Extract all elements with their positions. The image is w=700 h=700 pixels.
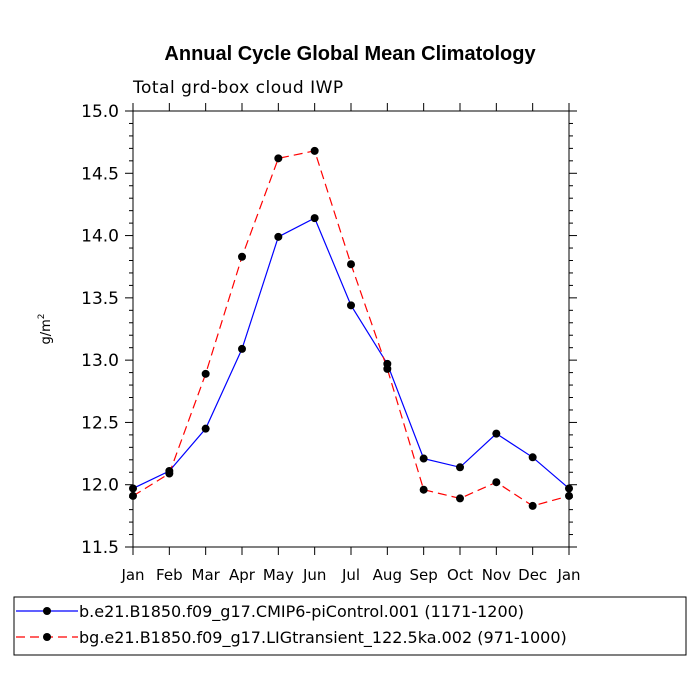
x-tick-label: Aug <box>373 566 402 584</box>
series-layer <box>129 146 573 510</box>
y-axis: 11.5 12.0 12.5 13.0 13.5 14.0 14.5 15.0 <box>81 102 577 558</box>
x-axis: Jan Feb Mar Apr May Jun Jul Aug Sep Oct Nov Dec Jan <box>120 103 581 584</box>
legend-marker-1 <box>43 607 51 615</box>
data-point-s1 <box>274 232 283 241</box>
data-point-s1 <box>347 301 355 310</box>
data-point-s2 <box>492 478 501 487</box>
data-point-s1 <box>310 214 319 223</box>
data-point-s2 <box>383 364 392 373</box>
x-tick-label: Feb <box>156 566 183 584</box>
data-point-s2 <box>347 260 355 269</box>
data-point-s1 <box>528 453 537 462</box>
data-point-s1 <box>238 344 246 353</box>
x-tick-label: Dec <box>518 566 547 584</box>
plot-frame <box>132 110 570 548</box>
legend-box <box>13 596 687 656</box>
x-tick-label: Nov <box>482 566 511 584</box>
y-tick-label: 13.0 <box>81 351 119 371</box>
legend-marker-2 <box>43 633 51 641</box>
data-point-s2 <box>129 491 137 500</box>
data-point-s1 <box>565 484 573 493</box>
y-tick-label: 12.5 <box>81 413 119 433</box>
x-tick-label: Jul <box>341 566 360 584</box>
x-tick-label: Apr <box>229 566 256 584</box>
x-tick-label: Sep <box>410 566 438 584</box>
y-tick-label: 11.5 <box>81 538 119 558</box>
chart-subtitle: Total grd-box cloud IWP <box>132 78 344 98</box>
y-tick-label: 12.0 <box>81 476 119 496</box>
data-point-s1 <box>492 429 501 438</box>
y-tick-label: 13.5 <box>81 289 119 309</box>
legend: b.e21.B1850.f09_g17.CMIP6-piControl.001 … <box>13 596 687 656</box>
data-point-s2 <box>419 485 428 494</box>
data-point-s2 <box>165 469 174 478</box>
y-tick-label: 15.0 <box>81 102 119 122</box>
x-tick-label: Jan <box>556 566 580 584</box>
y-tick-label: 14.5 <box>81 164 119 184</box>
x-tick-label: Oct <box>447 566 473 584</box>
data-point-s2 <box>310 146 319 155</box>
chart-title: Annual Cycle Global Mean Climatology <box>164 43 536 65</box>
legend-label-2: bg.e21.B1850.f09_g17.LIGtransient_122.5k… <box>79 628 567 648</box>
series-line-2 <box>132 150 570 507</box>
data-point-s2 <box>238 252 246 261</box>
data-point-s2 <box>528 501 537 510</box>
data-point-s2 <box>201 369 210 378</box>
data-point-s1 <box>129 484 137 493</box>
x-tick-label: Jan <box>120 566 144 584</box>
data-point-s2 <box>456 494 464 503</box>
x-tick-label: Mar <box>192 566 221 584</box>
y-tick-label: 14.0 <box>81 227 119 247</box>
data-point-s2 <box>565 491 573 500</box>
data-point-s1 <box>456 463 464 472</box>
y-axis-label: g/m2 <box>37 313 54 344</box>
data-point-s2 <box>274 154 283 163</box>
data-point-s1 <box>201 424 210 433</box>
data-point-s1 <box>419 454 428 463</box>
legend-label-1: b.e21.B1850.f09_g17.CMIP6-piControl.001 … <box>79 602 524 622</box>
x-tick-label: May <box>263 566 294 584</box>
series-line-1 <box>132 217 570 489</box>
x-tick-label: Jun <box>302 566 326 584</box>
